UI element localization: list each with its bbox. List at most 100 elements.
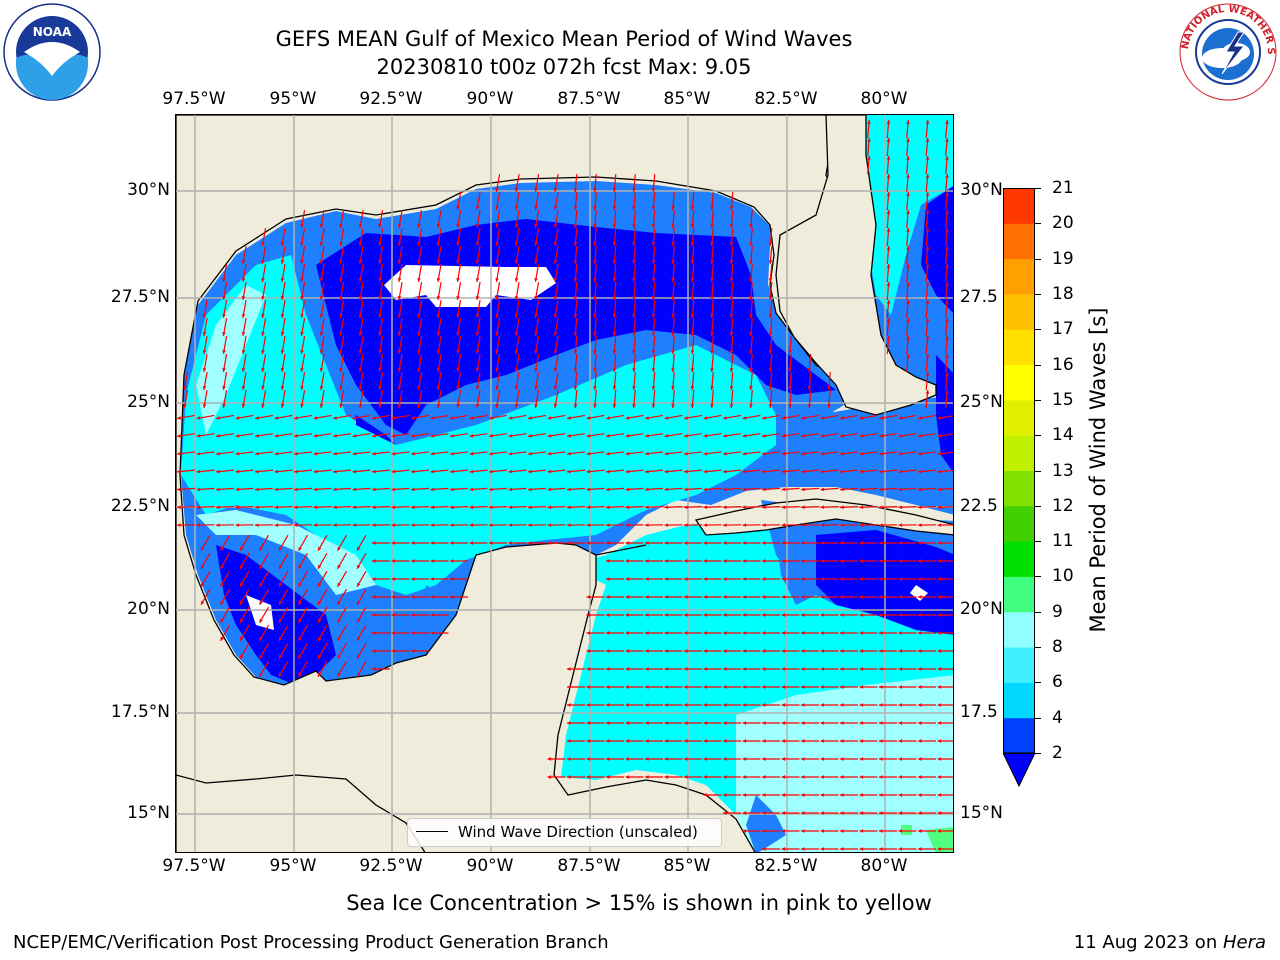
wind-wave-arrow [612, 299, 617, 319]
wind-wave-arrow [319, 228, 325, 246]
wind-wave-arrow [319, 372, 325, 390]
wind-wave-arrow [937, 739, 953, 743]
wind-wave-arrow [879, 703, 897, 707]
wind-wave-arrow [449, 469, 469, 474]
wind-wave-arrow [710, 389, 714, 409]
wind-wave-arrow [456, 318, 462, 336]
wind-wave-arrow [671, 281, 675, 301]
wind-wave-arrow [925, 119, 930, 139]
wind-wave-arrow [336, 570, 348, 588]
wind-wave-arrow [664, 775, 683, 779]
wind-wave-arrow [664, 487, 683, 492]
wind-wave-arrow [475, 390, 481, 408]
wind-wave-arrow [859, 667, 878, 671]
wind-wave-arrow [906, 299, 910, 319]
wind-wave-arrow [945, 227, 949, 247]
wind-wave-arrow [840, 829, 858, 833]
wind-wave-arrow [339, 264, 345, 282]
wind-wave-arrow [937, 811, 953, 815]
wind-wave-arrow [430, 433, 449, 438]
wind-wave-arrow [553, 264, 559, 282]
wind-wave-arrow [417, 318, 423, 336]
wind-wave-arrow [801, 793, 819, 797]
wind-wave-arrow [586, 775, 605, 779]
wind-wave-arrow [183, 390, 189, 408]
wind-wave-arrow [937, 559, 953, 563]
wind-wave-arrow [456, 336, 462, 354]
wind-wave-arrow [918, 793, 936, 797]
wind-wave-arrow [898, 469, 917, 474]
wind-wave-arrow [378, 264, 384, 282]
wind-wave-arrow [878, 523, 898, 527]
wind-wave-arrow [690, 317, 695, 337]
wind-wave-arrow [762, 739, 780, 743]
wind-wave-arrow [605, 505, 625, 510]
wind-wave-arrow [879, 667, 897, 671]
wind-wave-arrow [762, 541, 780, 545]
wind-wave-arrow [300, 390, 306, 408]
wind-wave-arrow [781, 739, 800, 743]
wind-wave-arrow [261, 390, 267, 408]
wind-wave-arrow [945, 281, 949, 301]
wind-wave-arrow [800, 469, 820, 474]
wind-wave-arrow [586, 433, 605, 438]
wind-wave-arrow [781, 559, 800, 563]
wind-wave-arrow [567, 721, 585, 725]
wind-wave-arrow [644, 523, 664, 527]
wind-wave-arrow [703, 559, 722, 563]
wind-wave-arrow [332, 523, 352, 527]
wind-wave-arrow [280, 282, 286, 300]
wind-wave-arrow [280, 354, 286, 372]
wind-wave-arrow [840, 685, 858, 689]
wind-wave-arrow [801, 595, 819, 599]
wind-wave-arrow [937, 415, 953, 420]
wind-wave-arrow [534, 336, 540, 354]
wind-wave-arrow [671, 209, 675, 229]
wind-wave-arrow [202, 300, 208, 318]
wind-wave-arrow [391, 649, 410, 653]
wind-wave-arrow [788, 335, 792, 355]
wind-wave-arrow [918, 631, 936, 635]
wind-wave-arrow [297, 642, 309, 660]
wind-wave-arrow [820, 595, 839, 599]
wind-wave-arrow [317, 534, 328, 552]
wind-wave-arrow [781, 703, 800, 707]
colorbar-band [1003, 576, 1035, 613]
wind-wave-arrow [391, 469, 410, 474]
wind-wave-arrow [906, 137, 910, 157]
wind-wave-arrow [417, 390, 423, 408]
lat-tick-left: 15°N [127, 803, 170, 823]
wind-wave-arrow [553, 246, 559, 264]
wind-wave-arrow [417, 210, 423, 228]
wind-wave-arrow [840, 703, 858, 707]
lat-tick-right: 15°N [960, 803, 1003, 823]
wind-wave-arrow [612, 191, 617, 211]
wind-wave-arrow [417, 282, 423, 300]
lon-tick-top: 82.5°W [754, 89, 818, 109]
wind-wave-arrow [358, 246, 364, 264]
wind-wave-arrow [703, 739, 722, 743]
wind-wave-arrow [358, 282, 364, 300]
legend-line-swatch [416, 831, 448, 832]
wind-wave-arrow [495, 264, 501, 282]
colorbar-tick-mark [1035, 223, 1041, 225]
wind-wave-arrow [749, 299, 753, 319]
wind-wave-arrow [898, 811, 917, 815]
lat-tick-right: 22.5 [960, 496, 998, 516]
wind-wave-arrow [430, 414, 449, 420]
colorbar-extend-triangle [1002, 752, 1036, 788]
wind-wave-arrow [840, 649, 858, 653]
wind-wave-arrow [378, 210, 384, 228]
wind-wave-arrow [436, 300, 442, 318]
wind-wave-arrow [937, 775, 953, 779]
wind-wave-arrow [762, 414, 780, 420]
wind-wave-arrow [239, 552, 250, 570]
wind-wave-arrow [683, 469, 703, 474]
map-legend: Wind Wave Direction (unscaled) [407, 818, 722, 847]
wind-wave-arrow [684, 541, 702, 545]
wind-wave-arrow [527, 469, 547, 474]
wind-wave-arrow [605, 487, 625, 492]
wind-wave-arrow [280, 318, 286, 336]
wind-wave-arrow [339, 228, 345, 246]
wind-wave-arrow [514, 210, 520, 228]
